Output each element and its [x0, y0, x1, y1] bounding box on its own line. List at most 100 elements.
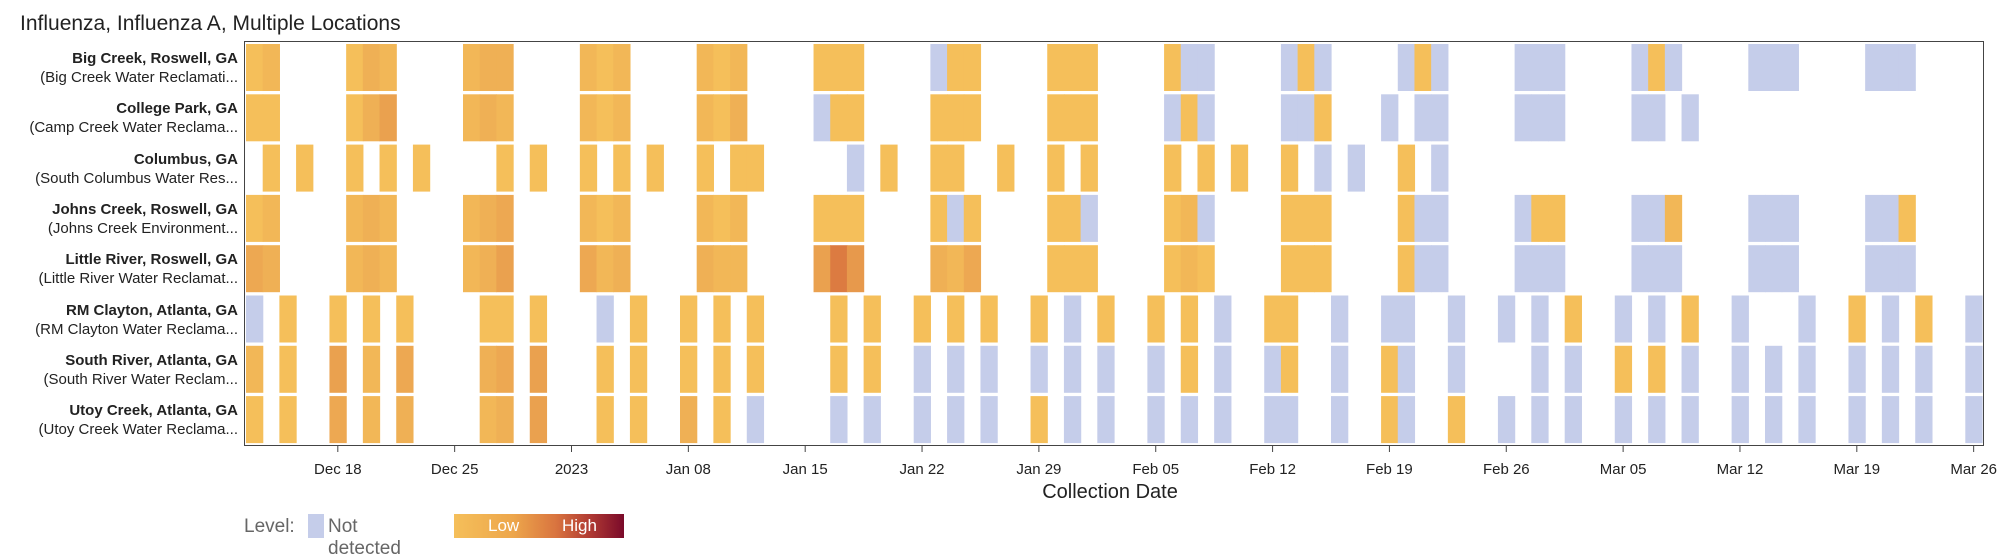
row-label: Utoy Creek, Atlanta, GA (Utoy Creek Water…: [39, 401, 239, 439]
heatmap-cell: [596, 345, 614, 393]
heatmap-cell: [246, 44, 264, 91]
heatmap-cell: [1748, 245, 1766, 293]
heatmap-cell: [529, 396, 548, 444]
heatmap-cell: [1180, 245, 1199, 293]
heatmap-cell: [1381, 94, 1399, 142]
heatmap-cell: [1280, 44, 1299, 91]
x-tick-label: Jan 08: [665, 461, 711, 478]
chart-title: Influenza, Influenza A, Multiple Locatio…: [20, 12, 401, 35]
heatmap-cell: [1030, 295, 1048, 343]
heatmap-cell: [1881, 194, 1900, 242]
heatmap-cell: [1397, 194, 1416, 242]
heatmap-cell: [596, 94, 614, 142]
heatmap-cell: [1798, 295, 1816, 343]
heatmap-cell: [1214, 345, 1232, 393]
heatmap-cell: [1748, 194, 1766, 242]
heatmap-cell: [1164, 194, 1182, 242]
heatmap-cell: [947, 194, 965, 242]
heatmap-cell: [1531, 345, 1549, 393]
heatmap-cell: [1798, 396, 1816, 444]
heatmap-cell: [1063, 94, 1082, 142]
heatmap-cell: [813, 245, 831, 293]
heatmap-cell: [1765, 245, 1783, 293]
heatmap-cell: [1063, 44, 1082, 91]
heatmap-cell: [1865, 245, 1883, 293]
row-label: RM Clayton, Atlanta, GA (RM Clayton Water…: [35, 301, 238, 339]
heatmap-cell: [1414, 44, 1432, 91]
heatmap-cell: [696, 245, 714, 293]
heatmap-cell: [1397, 396, 1416, 444]
heatmap-cell: [830, 94, 848, 142]
heatmap-cell: [629, 396, 648, 444]
heatmap-cell: [396, 345, 414, 393]
heatmap-cell: [479, 44, 497, 91]
heatmap-cell: [579, 194, 598, 242]
heatmap-cell: [1297, 44, 1315, 91]
heatmap-cell: [1063, 396, 1082, 444]
heatmap-cell: [529, 144, 548, 192]
heatmap-cell: [1147, 396, 1165, 444]
heatmap-cell: [1915, 345, 1933, 393]
heatmap-cell: [262, 144, 280, 192]
heatmap-cell: [379, 44, 397, 91]
legend-not-detected-label: Not detected: [328, 516, 401, 559]
heatmap-cell: [346, 245, 364, 293]
heatmap-cell: [947, 245, 965, 293]
heatmap-cell: [1264, 295, 1282, 343]
heatmap-cell: [1681, 94, 1699, 142]
heatmap-cell: [1648, 44, 1666, 91]
heatmap-cell: [529, 345, 548, 393]
heatmap-cell: [1865, 44, 1883, 91]
heatmap-cell: [1614, 396, 1633, 444]
heatmap-cell: [1881, 295, 1900, 343]
heatmap-cell: [279, 345, 297, 393]
heatmap-cell: [1147, 345, 1165, 393]
heatmap-cell: [1514, 94, 1532, 142]
heatmap-cell: [1280, 295, 1299, 343]
x-tick-label: Feb 19: [1366, 461, 1413, 478]
heatmap-cell: [947, 295, 965, 343]
heatmap-cell: [1397, 245, 1416, 293]
heatmap-cell: [496, 194, 514, 242]
heatmap-cell: [579, 44, 598, 91]
heatmap-cell: [329, 396, 347, 444]
row-plant-name: (South Columbus Water Res...: [35, 169, 238, 187]
heatmap-cell: [980, 295, 998, 343]
heatmap-cell: [479, 245, 497, 293]
heatmap-cell: [1280, 94, 1299, 142]
heatmap-cell: [1531, 44, 1549, 91]
heatmap-cell: [863, 345, 881, 393]
heatmap-cell: [1080, 194, 1098, 242]
heatmap-cell: [1214, 295, 1232, 343]
heatmap-cell: [1097, 345, 1115, 393]
heatmap-cell: [1230, 144, 1249, 192]
heatmap-cell: [1765, 345, 1783, 393]
heatmap-cell: [1865, 194, 1883, 242]
heatmap-cell: [1681, 295, 1699, 343]
heatmap-cell: [813, 44, 831, 91]
heatmap-cell: [863, 295, 881, 343]
heatmap-cell: [846, 144, 865, 192]
heatmap-cell: [1030, 345, 1048, 393]
heatmap-cell: [1264, 345, 1282, 393]
heatmap-cell: [1197, 44, 1215, 91]
heatmap-cell: [1047, 194, 1065, 242]
heatmap-cell: [1180, 44, 1199, 91]
heatmap-cell: [629, 295, 648, 343]
heatmap-cell: [412, 144, 431, 192]
heatmap-cell: [1414, 245, 1432, 293]
heatmap-cell: [1531, 194, 1549, 242]
heatmap-cell: [379, 144, 397, 192]
heatmap-cell: [947, 94, 965, 142]
heatmap-cell: [1180, 94, 1199, 142]
heatmap-cell: [1063, 345, 1082, 393]
heatmap-cell: [1431, 245, 1449, 293]
heatmap-cell: [1214, 396, 1232, 444]
row-label: College Park, GA (Camp Creek Water Reclam…: [29, 99, 238, 137]
row-plant-name: (Utoy Creek Water Reclama...: [38, 421, 239, 439]
heatmap-cell: [1531, 94, 1549, 142]
heatmap-cell: [496, 345, 514, 393]
heatmap-cell: [362, 295, 381, 343]
heatmap-cell: [730, 194, 748, 242]
heatmap-cell: [1314, 144, 1332, 192]
